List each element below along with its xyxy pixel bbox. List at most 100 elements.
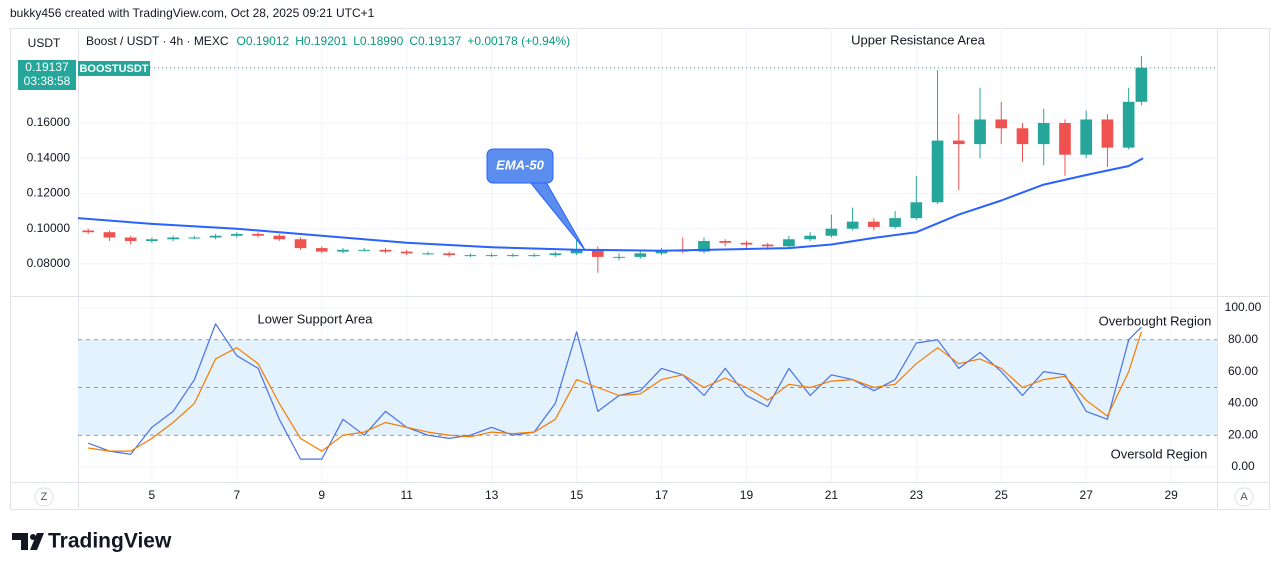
annotation: Lower Support Area bbox=[258, 311, 374, 326]
candle-body bbox=[570, 249, 583, 254]
candle-body bbox=[974, 119, 986, 145]
candle-body bbox=[1037, 122, 1050, 145]
candle-body bbox=[103, 232, 116, 238]
rsi-line bbox=[88, 331, 1142, 452]
button-label[interactable]: A bbox=[1240, 491, 1248, 503]
candle-body bbox=[400, 251, 413, 254]
legend-open: O0.19012 bbox=[236, 34, 289, 48]
x-tick-label: 11 bbox=[400, 488, 413, 502]
candle-body bbox=[230, 233, 243, 236]
plot-layers bbox=[77, 28, 1217, 482]
legend: Boost / USDT · 4h · MEXC O0.19012 H0.19201… bbox=[86, 34, 570, 48]
candle-body bbox=[422, 253, 434, 255]
button[interactable] bbox=[34, 487, 54, 507]
candle-body bbox=[82, 230, 95, 233]
y-tick-label: 0.08000 bbox=[27, 256, 71, 270]
y-tick-label: 0.10000 bbox=[27, 221, 71, 235]
candle-body bbox=[124, 237, 137, 242]
candle-body bbox=[273, 235, 286, 240]
candle-body bbox=[889, 218, 901, 227]
x-tick-label: 21 bbox=[825, 488, 839, 502]
candle-body bbox=[379, 249, 392, 252]
candle-body bbox=[528, 255, 540, 257]
symbol-tag bbox=[78, 61, 150, 76]
ema-line bbox=[77, 157, 1144, 252]
candle-body bbox=[846, 221, 859, 229]
brand: TradingView bbox=[48, 530, 172, 553]
x-tick-label: 15 bbox=[570, 488, 584, 502]
callout-box bbox=[486, 148, 554, 184]
countdown: 03:38:58 bbox=[24, 74, 71, 88]
annotation: Oversold Region bbox=[1111, 446, 1208, 461]
candle-body bbox=[995, 119, 1008, 129]
candle-body bbox=[294, 239, 307, 249]
price-tag bbox=[18, 60, 76, 90]
y-tick-label: 0.00 bbox=[1231, 459, 1255, 473]
legend-close: C0.19137 bbox=[409, 34, 461, 48]
candle-body bbox=[1080, 119, 1093, 155]
candle-body bbox=[761, 244, 774, 247]
brand-logo bbox=[12, 533, 44, 550]
candle-body bbox=[783, 239, 795, 247]
candle-body bbox=[443, 253, 456, 256]
chart-frame bbox=[10, 28, 1270, 510]
y-tick-label: 40.00 bbox=[1228, 396, 1258, 410]
candle-body bbox=[698, 241, 710, 252]
x-tick-label: 23 bbox=[910, 488, 924, 502]
x-tick-label: 13 bbox=[485, 488, 499, 502]
candle-body bbox=[591, 249, 604, 257]
y-tick-label: 80.00 bbox=[1228, 332, 1258, 346]
x-tick-label: 5 bbox=[149, 488, 156, 502]
legend-change: +0.00178 (+0.94%) bbox=[467, 34, 570, 48]
y-tick-label: 0.16000 bbox=[27, 115, 71, 129]
candle-body bbox=[1101, 119, 1114, 148]
button[interactable] bbox=[1234, 487, 1254, 507]
candle-body bbox=[507, 255, 519, 257]
candle-body bbox=[252, 233, 264, 236]
annotation: Overbought Region bbox=[1099, 313, 1212, 328]
candle-body bbox=[931, 140, 944, 203]
candle-body bbox=[634, 253, 647, 257]
candle-body bbox=[868, 221, 880, 227]
candle-body bbox=[209, 235, 222, 238]
candle-body bbox=[188, 237, 201, 239]
symbol-tag-label: BOOSTUSDT bbox=[79, 63, 148, 75]
y-tick-label: 20.00 bbox=[1228, 427, 1258, 441]
x-tick-label: 27 bbox=[1080, 488, 1094, 502]
candle-body bbox=[719, 241, 732, 243]
callout-label: EMA-50 bbox=[496, 157, 544, 172]
x-tick-label: 17 bbox=[655, 488, 669, 502]
candle-body bbox=[1122, 101, 1135, 148]
credit: bukky456 created with TradingView.com, O… bbox=[10, 6, 375, 20]
currency: USDT bbox=[28, 36, 61, 50]
candle-body bbox=[549, 253, 562, 256]
candle-body bbox=[910, 202, 923, 219]
symbol-title: Boost / USDT · 4h · MEXC bbox=[86, 34, 229, 48]
y-tick-label: 100.00 bbox=[1225, 300, 1262, 314]
candle-body bbox=[464, 255, 477, 257]
annotation: Upper Resistance Area bbox=[851, 32, 985, 47]
candle-body bbox=[740, 242, 753, 245]
candle-body bbox=[167, 237, 179, 240]
x-tick-label: 19 bbox=[740, 488, 754, 502]
candle-body bbox=[146, 239, 158, 242]
legend-low: L0.18990 bbox=[353, 34, 403, 48]
x-tick-label: 25 bbox=[995, 488, 1009, 502]
x-tick-label: 7 bbox=[233, 488, 240, 502]
candle-body bbox=[358, 249, 371, 251]
candle-body bbox=[337, 249, 349, 252]
y-tick-label: 60.00 bbox=[1228, 364, 1258, 378]
candle-body bbox=[952, 140, 965, 145]
candle-body bbox=[825, 228, 838, 236]
button-label[interactable]: Z bbox=[41, 491, 48, 503]
candle-body bbox=[485, 255, 498, 257]
x-tick-label: 9 bbox=[318, 488, 325, 502]
candle-body bbox=[315, 248, 328, 252]
y-tick-label: 0.12000 bbox=[27, 186, 71, 200]
candle-body bbox=[1016, 128, 1029, 145]
y-tick-label: 0.14000 bbox=[27, 150, 71, 164]
candle-body bbox=[1059, 122, 1071, 155]
x-tick-label: 29 bbox=[1164, 488, 1178, 502]
